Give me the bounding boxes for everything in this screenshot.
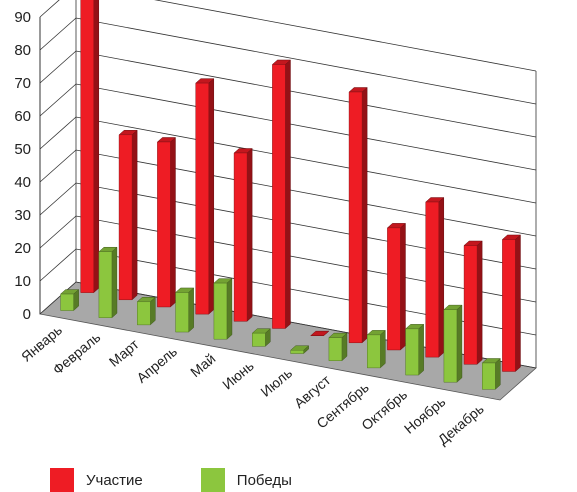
bar-wins-front	[213, 282, 228, 340]
legend-label-wins: Победы	[236, 471, 292, 489]
bar-wins-front	[290, 349, 304, 354]
bar-participation-front	[463, 245, 478, 365]
bar-participation	[118, 129, 138, 301]
bar-wins	[174, 287, 195, 333]
x-category-label: Март	[106, 336, 142, 370]
bar-wins	[289, 345, 310, 355]
bar-wins	[443, 304, 463, 383]
bar-wins-front	[328, 337, 343, 361]
bar-wins-front	[252, 332, 266, 347]
bar-participation	[233, 147, 253, 322]
bar-participation-side	[170, 136, 176, 308]
bar-participation-side	[285, 59, 291, 330]
y-tick-label: 70	[14, 75, 31, 92]
y-tick-label: 90	[14, 9, 31, 26]
bars	[59, 0, 522, 390]
bar-participation	[386, 222, 407, 351]
bar-participation-front	[195, 82, 209, 315]
bar-wins	[213, 278, 233, 340]
bar-participation-front	[272, 64, 286, 329]
bar-wins-front	[482, 362, 496, 390]
bar-wins	[251, 328, 271, 347]
bar-wins-front	[137, 301, 151, 326]
legend: Участие Победы	[50, 468, 292, 492]
bar-wins-front	[175, 292, 189, 333]
bar-wins	[404, 323, 425, 376]
x-category-label: Июнь	[219, 357, 257, 392]
legend-item-wins: Победы	[200, 468, 292, 492]
bar-participation-front	[118, 134, 133, 301]
bar-wins	[98, 246, 118, 319]
bar-participation-side	[246, 147, 253, 322]
y-tick-label: 40	[14, 174, 31, 191]
bar-participation-side	[131, 129, 138, 301]
y-tick-label: 20	[14, 240, 31, 257]
bar-participation-front	[425, 201, 439, 358]
x-category-label: Май	[187, 350, 218, 380]
legend-swatch-participation	[50, 468, 74, 492]
bar-wins	[366, 329, 386, 369]
bar-wins	[136, 296, 156, 326]
y-tick-label: 30	[14, 207, 31, 224]
bar-participation	[271, 59, 292, 330]
y-tick-label: 10	[14, 273, 31, 290]
bar-wins-front	[405, 328, 419, 376]
bar-wins-front	[443, 309, 458, 383]
y-tick-label: 50	[14, 141, 31, 158]
bar-wins	[59, 289, 80, 312]
bar-participation-side	[361, 86, 368, 344]
bar-participation	[463, 240, 483, 365]
legend-label-participation: Участие	[86, 471, 143, 489]
legend-swatch-wins	[200, 468, 225, 492]
bar-wins	[481, 357, 501, 390]
bar-wins-side	[495, 357, 501, 390]
bar-participation-side	[93, 0, 100, 294]
x-category-label: Август	[291, 371, 334, 411]
bar-participation-side	[515, 234, 521, 373]
bar-wins-front	[98, 251, 113, 318]
bar-wins-side	[380, 329, 386, 369]
bar-participation	[501, 234, 522, 373]
bar-participation-front	[502, 239, 516, 372]
bar-wins-side	[418, 323, 424, 376]
bar-participation	[310, 330, 330, 336]
y-tick-label: 80	[14, 42, 31, 59]
y-axis-ticks: 0 10 20 30 40 50 60 70 80 90	[14, 9, 31, 323]
legend-item-participation: Участие	[50, 468, 143, 492]
y-tick-label: 60	[14, 108, 31, 125]
bar-wins-side	[226, 278, 233, 340]
bar-participation-side	[208, 78, 215, 315]
bar-participation	[425, 196, 445, 358]
y-tick-label: 0	[23, 306, 31, 323]
gridline	[39, 0, 537, 72]
bar-participation-front	[233, 152, 248, 322]
bar-participation-front	[348, 91, 363, 344]
bar-participation	[195, 78, 215, 315]
bar-participation-side	[438, 196, 445, 358]
bar-wins-front	[367, 334, 381, 369]
bar-participation	[80, 0, 100, 294]
bar-participation-side	[476, 240, 483, 365]
bar-wins-side	[111, 246, 118, 319]
x-category-label: Июль	[257, 365, 295, 400]
bar-participation-side	[400, 222, 406, 351]
bar-wins-side	[456, 304, 463, 383]
bar-participation-front	[80, 0, 94, 293]
x-category-label: Апрель	[133, 343, 180, 386]
bar-participation-front	[157, 141, 171, 308]
bar-participation	[156, 136, 177, 308]
bar-wins-front	[60, 293, 74, 311]
bar-participation-front	[387, 227, 401, 351]
back-wall	[76, 0, 536, 368]
bar-wins	[328, 332, 348, 362]
bar-participation	[348, 86, 368, 344]
bar-wins-side	[188, 287, 194, 333]
